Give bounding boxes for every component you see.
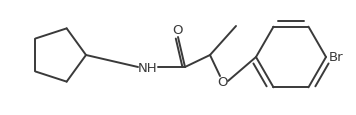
Text: Br: Br (329, 51, 344, 64)
Text: O: O (173, 24, 183, 37)
Text: NH: NH (138, 61, 158, 74)
Text: O: O (218, 75, 228, 88)
